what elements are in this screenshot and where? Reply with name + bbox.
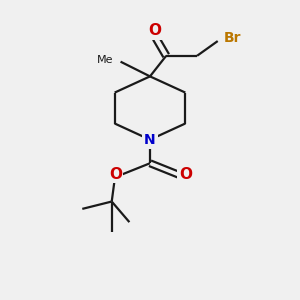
Text: O: O	[148, 23, 161, 38]
Text: O: O	[109, 167, 122, 182]
Text: Me: Me	[97, 55, 113, 65]
Text: O: O	[179, 167, 192, 182]
Text: N: N	[144, 133, 156, 147]
Text: Br: Br	[224, 31, 241, 45]
